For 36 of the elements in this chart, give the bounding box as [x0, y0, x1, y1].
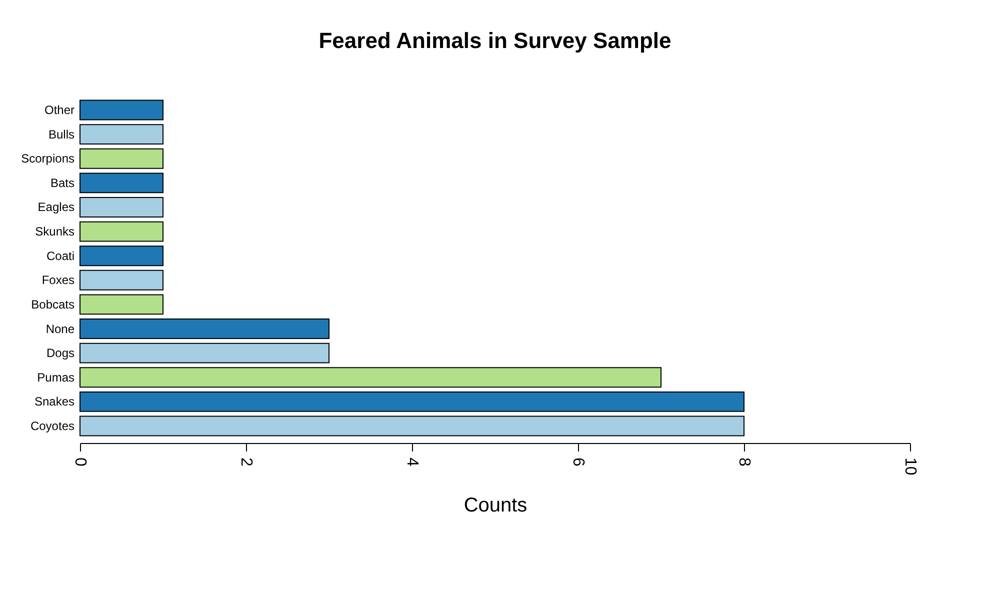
x-tick-label: 8 — [736, 458, 752, 466]
bar — [80, 391, 744, 412]
y-tick-label: Foxes — [42, 273, 74, 288]
bar — [80, 318, 330, 339]
y-tick-label: Bulls — [48, 127, 74, 142]
y-tick-label: Bats — [50, 176, 74, 190]
y-tick-label: Eagles — [38, 200, 74, 214]
y-tick-label: Pumas — [37, 370, 74, 384]
y-tick-label: None — [46, 322, 75, 336]
x-tick-label: 10 — [902, 458, 918, 476]
bar — [80, 270, 164, 290]
bar — [80, 221, 164, 242]
y-tick-label: Scorpions — [21, 152, 74, 166]
bar — [80, 148, 164, 169]
chart-title: Feared Animals in Survey Sample — [318, 28, 672, 53]
bar — [80, 342, 330, 364]
y-tick-label: Bobcats — [31, 297, 74, 312]
y-tick-label: Coati — [46, 248, 74, 263]
x-tick-label: 4 — [404, 458, 420, 466]
x-tick-label: 0 — [72, 458, 88, 466]
bar — [80, 294, 164, 315]
x-tick-label: 6 — [570, 458, 586, 466]
bar — [80, 124, 164, 145]
y-tick-label: Snakes — [34, 394, 74, 409]
bar — [80, 246, 164, 266]
bar — [80, 197, 164, 218]
y-tick-label: Dogs — [46, 346, 74, 360]
y-tick-label: Coyotes — [30, 418, 74, 433]
bar — [80, 367, 662, 388]
bar — [80, 416, 744, 436]
x-axis-title: Counts — [464, 494, 528, 516]
y-tick-label: Skunks — [35, 224, 74, 239]
x-tick-label: 2 — [238, 458, 254, 466]
bar — [80, 172, 164, 194]
y-tick-label: Other — [44, 103, 74, 118]
bar — [80, 100, 164, 120]
